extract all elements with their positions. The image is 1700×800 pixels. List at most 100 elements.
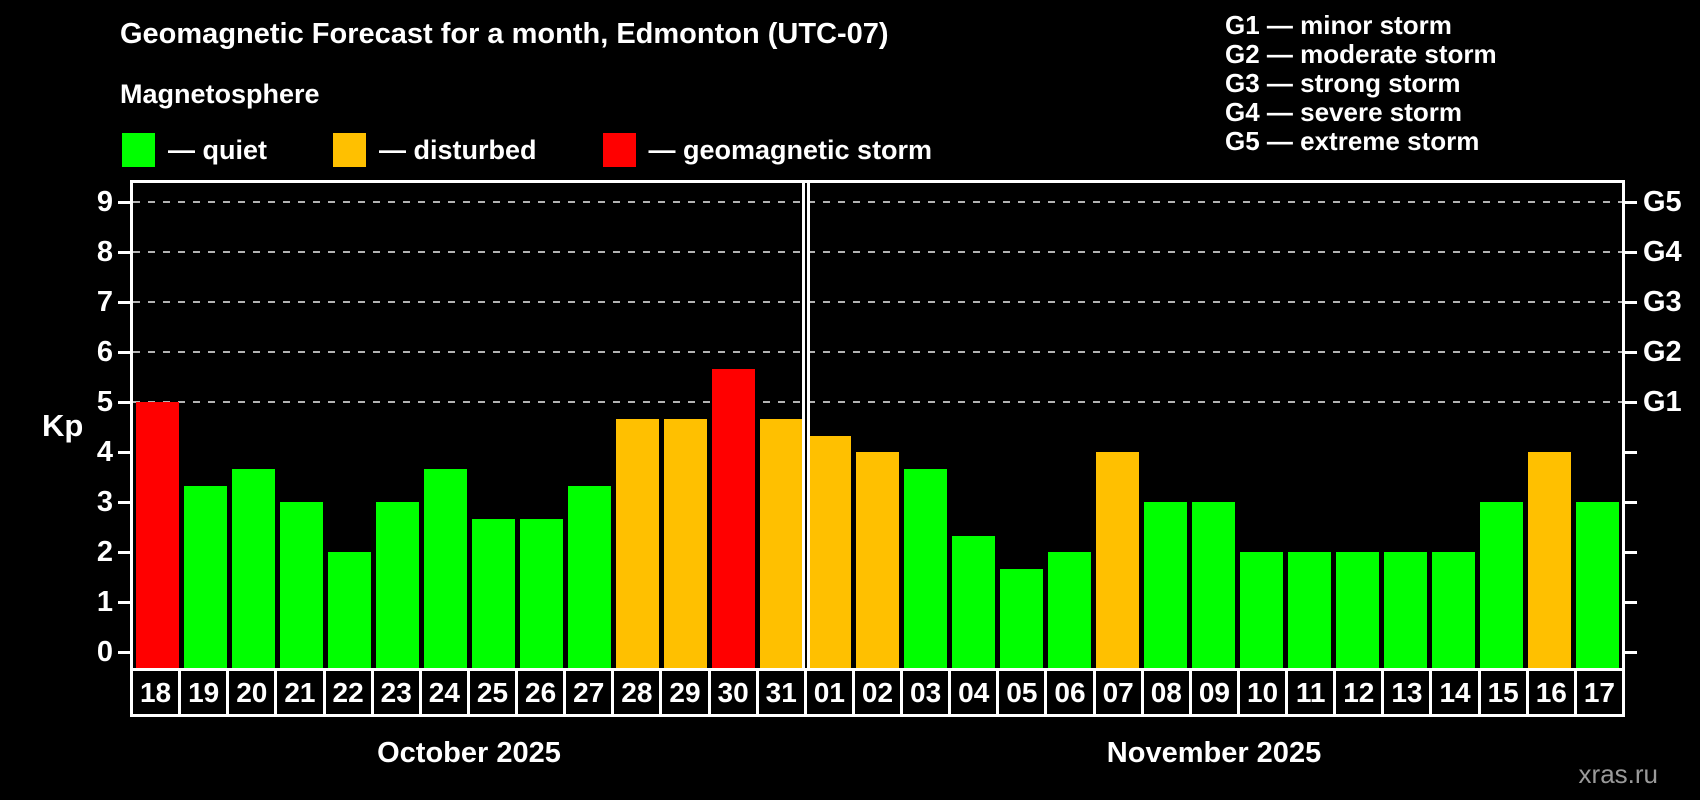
day-label: 19: [181, 671, 227, 714]
y-axis-label: Kp: [42, 408, 84, 443]
day-label: 08: [1143, 671, 1189, 714]
day-label: 05: [999, 671, 1045, 714]
storm-scale-item: G5 — extreme storm: [1225, 126, 1480, 156]
storm-scale-legend: G1 — minor storm G2 — moderate storm G3 — …: [1225, 11, 1497, 156]
kp-bar-day-16: [1528, 452, 1572, 668]
left-axis-tick: [118, 200, 130, 204]
day-label: 22: [325, 671, 371, 714]
day-label: 10: [1239, 671, 1286, 714]
legend-swatch-disturbed: [333, 133, 366, 167]
gridline-kp8: [133, 251, 1622, 253]
right-axis-tick: [1625, 300, 1637, 304]
gridline-kp6: [133, 351, 1622, 353]
kp-bar-day-06: [1048, 552, 1092, 668]
day-label: 16: [1528, 671, 1574, 714]
kp-bar-day-01: [807, 435, 851, 668]
kp-bar-day-13: [1384, 552, 1428, 668]
kp-bar-day-29: [663, 418, 707, 668]
day-label: 27: [566, 671, 612, 714]
legend-item-storm: — geomagnetic storm: [602, 133, 933, 167]
day-label: 17: [1576, 671, 1622, 714]
day-label: 04: [951, 671, 997, 714]
kp-bar-day-07: [1096, 452, 1140, 668]
left-axis-tick: [118, 350, 130, 354]
kp-bar-day-30: [711, 368, 755, 668]
gridline-kp5: [133, 401, 1622, 403]
day-label: 18: [133, 671, 179, 714]
day-label: 03: [903, 671, 949, 714]
y-tick-label: 1: [96, 586, 113, 618]
month-label-november: November 2025: [1106, 737, 1322, 769]
gridline-kp9: [133, 201, 1622, 203]
day-label: 29: [662, 671, 708, 714]
left-axis-tick: [118, 300, 130, 304]
plot-area: 0 1 2 3 4 5 6 7 8 9 G1 G2 G3 G4 G5: [97, 180, 1682, 668]
day-label: 30: [710, 671, 756, 714]
kp-bar-day-22: [327, 552, 371, 668]
legend-item-quiet: — quiet: [122, 133, 267, 167]
storm-scale-item: G3 — strong storm: [1225, 68, 1461, 98]
magnetosphere-legend: — quiet — disturbed — geomagnetic storm: [122, 132, 932, 168]
y-tick-label: 5: [96, 386, 113, 418]
legend-label-disturbed: — disturbed: [379, 134, 537, 165]
day-axis-row: 18 19 20 21 22 23 24 25 26 27 28 29 30 31 01 02 03 04 05 06…: [130, 668, 1625, 717]
kp-bar-day-10: [1240, 552, 1284, 668]
day-label: 14: [1432, 671, 1478, 714]
storm-scale-item: G2 — moderate storm: [1225, 39, 1497, 69]
kp-bar-day-03: [904, 468, 948, 668]
kp-bar-day-17: [1576, 502, 1620, 668]
day-label: 15: [1480, 671, 1526, 714]
left-axis-tick: [118, 650, 130, 654]
left-axis-tick: [118, 450, 130, 454]
kp-bar-day-08: [1144, 502, 1188, 668]
day-label: 06: [1047, 671, 1093, 714]
right-axis-tick: [1625, 450, 1637, 454]
right-axis-tick: [1625, 400, 1637, 404]
legend-swatch-quiet: [122, 133, 155, 167]
kp-bar-day-11: [1288, 552, 1332, 668]
y-tick-label: 0: [96, 636, 113, 668]
day-label: 02: [854, 671, 901, 714]
day-label: 11: [1288, 671, 1334, 714]
page-title: Geomagnetic Forecast for a month, Edmont…: [120, 18, 889, 50]
day-label: 26: [518, 671, 564, 714]
right-axis-tick: [1625, 550, 1637, 554]
kp-bar-day-14: [1432, 552, 1476, 668]
month-label-october: October 2025: [377, 737, 561, 769]
month-separator-line: [801, 183, 805, 668]
left-axis-tick: [118, 550, 130, 554]
y-tick-label: 3: [96, 486, 113, 518]
kp-bar-day-28: [615, 418, 659, 668]
right-axis-label-g3: G3: [1643, 286, 1682, 318]
kp-bar-day-05: [1000, 568, 1044, 668]
right-axis-label-g2: G2: [1643, 336, 1682, 368]
right-axis-tick: [1625, 650, 1637, 654]
right-axis-label-g1: G1: [1643, 386, 1682, 418]
day-label: 12: [1336, 671, 1382, 714]
kp-bar-day-12: [1336, 552, 1380, 668]
day-label: 09: [1191, 671, 1237, 714]
left-axis-tick: [118, 400, 130, 404]
kp-bar-day-31: [759, 418, 803, 668]
kp-bar-day-20: [231, 468, 275, 668]
day-label: 23: [373, 671, 419, 714]
day-label: 25: [469, 671, 516, 714]
storm-scale-item: G4 — severe storm: [1225, 97, 1463, 127]
kp-bar-day-19: [183, 485, 227, 668]
storm-scale-item: G1 — minor storm: [1225, 10, 1452, 40]
kp-bar-day-04: [952, 535, 996, 668]
right-axis-tick: [1625, 200, 1637, 204]
day-label: 28: [614, 671, 660, 714]
legend-label-storm: — geomagnetic storm: [648, 134, 933, 165]
legend-swatch-storm: [602, 133, 636, 167]
left-axis-tick: [118, 600, 130, 604]
kp-bar-day-02: [855, 452, 899, 668]
kp-bar-day-24: [423, 468, 467, 668]
kp-bar-day-23: [375, 502, 419, 668]
y-tick-label: 6: [96, 336, 113, 368]
right-axis-tick: [1625, 350, 1637, 354]
day-label: 01: [806, 671, 852, 714]
watermark: xras.ru: [1578, 759, 1658, 789]
gridline-kp7: [133, 301, 1622, 303]
